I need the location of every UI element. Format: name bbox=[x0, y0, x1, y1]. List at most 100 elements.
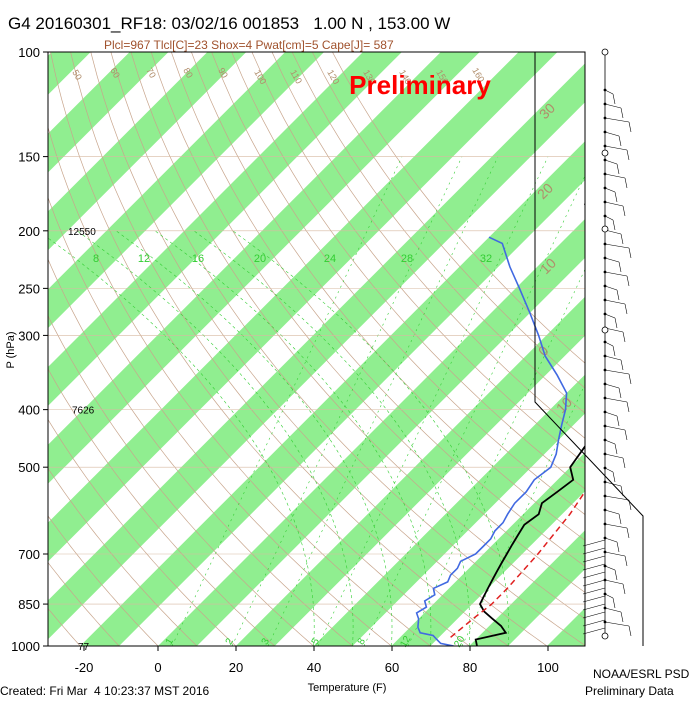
wind-barb bbox=[604, 187, 616, 193]
mixing-ratio-bottom-label: 5 bbox=[310, 636, 323, 647]
wind-level-dot bbox=[603, 144, 607, 148]
y-tick-label: 850 bbox=[18, 597, 40, 612]
wind-barb-flag bbox=[624, 429, 628, 441]
wind-level-dot bbox=[603, 508, 607, 512]
isotherm-band bbox=[625, 52, 700, 646]
wind-barb-low bbox=[582, 579, 606, 587]
wind-level-dot bbox=[603, 382, 607, 386]
mixing-ratio-labels: 8 12 16 20 24 28 321 2 3 5 8 12 20 bbox=[93, 253, 492, 649]
x-tick-label: 0 bbox=[154, 660, 161, 675]
wind-staff bbox=[534, 48, 644, 646]
wind-barb-flag bbox=[618, 135, 622, 147]
wind-barb bbox=[604, 369, 630, 375]
wind-barb-flag bbox=[620, 233, 624, 245]
wind-barb-flag bbox=[626, 527, 630, 539]
wind-barb-flag bbox=[628, 373, 632, 385]
wind-barb bbox=[604, 257, 620, 263]
wind-barb-low bbox=[582, 627, 606, 635]
wind-level-dot bbox=[603, 130, 607, 134]
wind-barb-flag bbox=[616, 163, 620, 175]
mixing-ratio-line bbox=[267, 156, 499, 646]
mixing-ratio-top-label: 32 bbox=[480, 253, 492, 265]
wind-calm-circle bbox=[601, 632, 609, 640]
isotherm-band bbox=[48, 52, 91, 95]
wind-barb-flag bbox=[620, 611, 624, 623]
y-axis-title: P (hPa) bbox=[5, 331, 17, 368]
dry-adiabat-line bbox=[48, 196, 392, 646]
wind-barb bbox=[604, 453, 624, 459]
y-tick-label: 150 bbox=[18, 150, 40, 165]
height-labels: 12550 7626 77 bbox=[68, 227, 96, 653]
wind-level-dot bbox=[603, 494, 607, 498]
wind-barb-flag bbox=[628, 625, 632, 637]
wind-barb-flag bbox=[622, 457, 626, 469]
dry-adiabat-line bbox=[130, 52, 585, 620]
wind-level-dot bbox=[603, 452, 607, 456]
wind-barb-flag bbox=[616, 541, 620, 553]
dry-adiabat-line bbox=[271, 52, 585, 439]
wind-barb-flag bbox=[614, 317, 618, 329]
wind-barb-flag bbox=[624, 303, 628, 315]
wind-level-dot bbox=[603, 158, 607, 162]
dry-adiabat-line bbox=[170, 52, 585, 567]
wind-barb-flag bbox=[620, 359, 624, 371]
isotherm-band bbox=[313, 374, 585, 646]
dry-adiabat-line bbox=[48, 607, 81, 646]
wind-barb bbox=[604, 103, 622, 109]
wind-barb bbox=[604, 89, 614, 95]
dry-adiabat-line bbox=[110, 52, 585, 646]
wind-barb-low bbox=[582, 619, 606, 627]
wind-barb bbox=[604, 285, 618, 291]
wind-level-dot bbox=[603, 410, 607, 414]
isotherm-band bbox=[48, 52, 480, 484]
mixing-ratio-bottom-label: 8 bbox=[356, 636, 369, 647]
wind-barb-low bbox=[582, 563, 606, 571]
wind-level-dot bbox=[603, 312, 607, 316]
preliminary-watermark: Preliminary bbox=[349, 70, 491, 100]
wind-level-dot bbox=[603, 522, 607, 526]
wind-barb bbox=[604, 131, 620, 137]
wind-level-dot bbox=[603, 564, 607, 568]
wind-barb bbox=[604, 145, 628, 151]
wind-barb-low bbox=[582, 539, 606, 547]
mixing-ratio-top-label: 24 bbox=[324, 253, 336, 265]
wind-barb-low bbox=[582, 547, 606, 555]
mixing-ratio-bottom-label: 20 bbox=[452, 634, 467, 650]
wind-barb-flag bbox=[626, 149, 630, 161]
wind-level-dot bbox=[603, 172, 607, 176]
wind-barb-flag bbox=[612, 93, 616, 105]
wind-barb-flag bbox=[626, 275, 630, 287]
x-tick-label: 60 bbox=[385, 660, 399, 675]
wind-barb bbox=[604, 117, 630, 123]
credit-line-2: Preliminary Data bbox=[585, 684, 674, 698]
mixing-ratio-bottom-label: 1 bbox=[164, 636, 177, 647]
dry-adiabat-line bbox=[291, 52, 585, 414]
wind-barb bbox=[604, 439, 616, 445]
wind-barb-flag bbox=[620, 107, 624, 119]
dry-adiabat-line bbox=[311, 52, 585, 389]
isotherm-label: 20 bbox=[590, 434, 612, 456]
isotherm-band bbox=[48, 63, 585, 640]
wind-barb-low bbox=[582, 555, 606, 563]
dry-adiabats bbox=[48, 52, 585, 646]
x-axis-title: Temperature (F) bbox=[308, 682, 387, 694]
wind-level-dot bbox=[603, 186, 607, 190]
mixing-ratio-bottom-label: 2 bbox=[224, 636, 237, 647]
wind-barb bbox=[604, 495, 630, 501]
wind-level-dot bbox=[603, 396, 607, 400]
wind-barb bbox=[604, 355, 622, 361]
dry-adiabat-line bbox=[50, 52, 470, 646]
x-axis: -20 0 20 40 60 80 100 Temperature (F) bbox=[75, 646, 559, 694]
wind-barb bbox=[604, 579, 624, 585]
wind-barb-flag bbox=[628, 247, 632, 259]
plot-border bbox=[47, 51, 586, 647]
y-tick-label: 1000 bbox=[11, 639, 40, 654]
dry-adiabat-line bbox=[48, 126, 431, 646]
wind-calm-circle bbox=[601, 326, 609, 334]
sounding-traces bbox=[415, 203, 585, 646]
moist-adiabat-line bbox=[193, 230, 471, 646]
dry-adiabat-line bbox=[48, 562, 120, 646]
mixing-ratio-line bbox=[407, 268, 585, 646]
